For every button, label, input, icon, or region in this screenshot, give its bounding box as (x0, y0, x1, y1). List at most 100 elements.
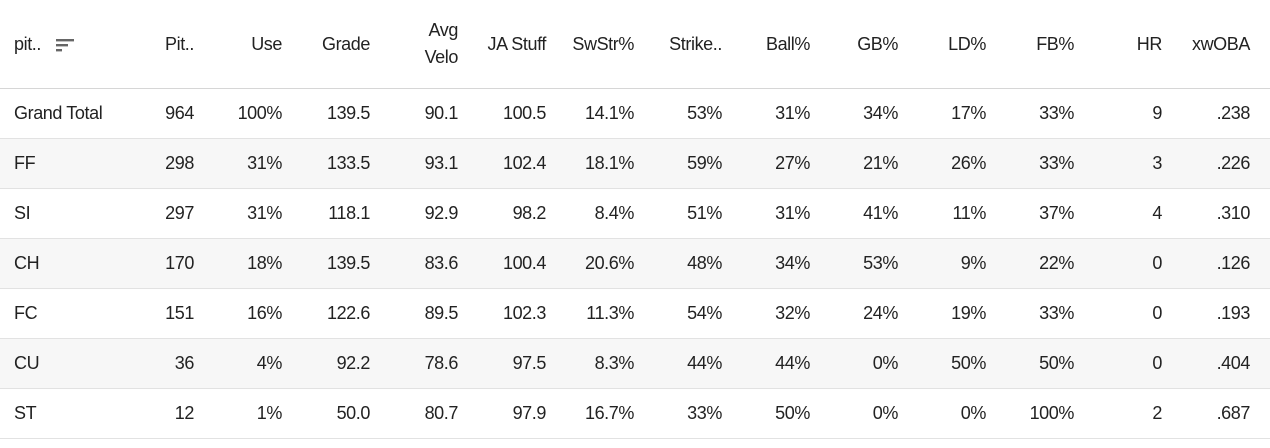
table-cell: 118.1 (290, 188, 378, 239)
table-cell: .687 (1170, 388, 1270, 439)
column-header[interactable]: Grade (290, 0, 378, 89)
column-header[interactable]: Pit.. (140, 0, 202, 89)
table-cell: ST (0, 388, 140, 439)
column-header[interactable]: Use (202, 0, 290, 89)
table-row[interactable]: ST 12 1% 50.0 80.7 97.9 16.7% 33% 50% 0% 0% 100% 2.6… (0, 388, 1270, 439)
table-cell: 11.3% (554, 288, 642, 339)
table-cell: 102.4 (466, 138, 554, 189)
table-cell: .226 (1170, 138, 1270, 189)
table-cell: 16% (202, 288, 290, 339)
column-header[interactable]: JA Stuff (466, 0, 554, 89)
table-cell: 0 (1082, 338, 1170, 389)
table-cell: 297 (140, 188, 202, 239)
sort-icon[interactable] (55, 36, 75, 54)
table-cell: 0 (1082, 238, 1170, 289)
table-cell: Grand Total (0, 88, 140, 139)
table-cell: 122.6 (290, 288, 378, 339)
column-header-text: SwStr% (572, 33, 634, 54)
table-cell: SI (0, 188, 140, 239)
table-cell: 54% (642, 288, 730, 339)
table-cell: 80.7 (378, 388, 466, 439)
table-cell: .193 (1170, 288, 1270, 339)
table-cell: 19% (906, 288, 994, 339)
column-header[interactable]: GB% (818, 0, 906, 89)
table-cell: FC (0, 288, 140, 339)
column-header[interactable]: Avg Velo (378, 0, 466, 89)
table-row[interactable]: CH 170 18% 139.5 83.6 100.4 20.6% 48% 34% 53% 9% 22… (0, 238, 1270, 289)
table-cell: 139.5 (290, 88, 378, 139)
table-cell: 44% (730, 338, 818, 389)
column-header-text: JA Stuff (487, 33, 546, 54)
column-header-text: pit.. (14, 33, 42, 54)
column-header[interactable]: SwStr% (554, 0, 642, 89)
column-header[interactable]: Ball% (730, 0, 818, 89)
table-cell: 24% (818, 288, 906, 339)
table-cell: 98.2 (466, 188, 554, 239)
table-cell: 50% (906, 338, 994, 389)
table-cell: 89.5 (378, 288, 466, 339)
table-cell: 33% (994, 288, 1082, 339)
column-header-text: Avg Velo (424, 20, 459, 67)
column-header[interactable]: LD% (906, 0, 994, 89)
table-cell: 139.5 (290, 238, 378, 289)
table-cell: 37% (994, 188, 1082, 239)
table-row[interactable]: FF 298 31% 133.5 93.1 102.4 18.1% 59% 27% 21% 26% 3… (0, 138, 1270, 189)
table-cell: 170 (140, 238, 202, 289)
column-header[interactable]: HR (1082, 0, 1170, 89)
table-cell: 44% (642, 338, 730, 389)
table-row[interactable]: Grand Total 964 100% 139.5 90.1 100.5 14.1% 53%… (0, 88, 1270, 139)
column-header[interactable]: FB% (994, 0, 1082, 89)
column-header[interactable]: xwOBA (1170, 0, 1270, 89)
table-cell: 14.1% (554, 88, 642, 139)
column-header-text: HR (1136, 33, 1163, 54)
table-cell: 22% (994, 238, 1082, 289)
table-cell: 97.9 (466, 388, 554, 439)
table-cell: 83.6 (378, 238, 466, 289)
table-cell: 32% (730, 288, 818, 339)
table-cell: 9 (1082, 88, 1170, 139)
table-cell: .238 (1170, 88, 1270, 139)
table-cell: 9% (906, 238, 994, 289)
table-cell: 53% (818, 238, 906, 289)
table-cell: 50% (994, 338, 1082, 389)
header-row: pit.. Pit.. Use Grade Avg Velo JA Stuff SwStr%… (0, 0, 1270, 89)
table-cell: 53% (642, 88, 730, 139)
table-cell: 0% (818, 338, 906, 389)
table-cell: 133.5 (290, 138, 378, 189)
table-cell: 92.9 (378, 188, 466, 239)
table-cell: .310 (1170, 188, 1270, 239)
table-row[interactable]: FC 151 16% 122.6 89.5 102.3 11.3% 54% 32% 24% 19% 3… (0, 288, 1270, 339)
table-cell: 0% (906, 388, 994, 439)
column-header[interactable]: pit.. (0, 0, 140, 89)
table-cell: 48% (642, 238, 730, 289)
column-header[interactable]: Strike.. (642, 0, 730, 89)
table-cell: 27% (730, 138, 818, 189)
table-cell: 964 (140, 88, 202, 139)
table-cell: 41% (818, 188, 906, 239)
table-cell: 16.7% (554, 388, 642, 439)
table-row[interactable]: CU 36 4% 92.2 78.6 97.5 8.3% 44% 44% 0% 50% 50% 0.40… (0, 338, 1270, 389)
table-cell: CU (0, 338, 140, 389)
table-cell: 3 (1082, 138, 1170, 189)
table-cell: 17% (906, 88, 994, 139)
column-header-text: Pit.. (164, 33, 194, 54)
table-cell: 2 (1082, 388, 1170, 439)
table-cell: 100% (202, 88, 290, 139)
table-cell: 31% (730, 88, 818, 139)
column-header-text: xwOBA (1191, 33, 1250, 54)
table-cell: 34% (730, 238, 818, 289)
table-cell: 151 (140, 288, 202, 339)
table-cell: 4 (1082, 188, 1170, 239)
column-header-text: Strike.. (669, 33, 722, 54)
table-cell: 92.2 (290, 338, 378, 389)
table-cell: 36 (140, 338, 202, 389)
table-cell: 34% (818, 88, 906, 139)
column-header-text: Grade (321, 33, 370, 54)
table-row[interactable]: SI 297 31% 118.1 92.9 98.2 8.4% 51% 31% 41% 11% 37%… (0, 188, 1270, 239)
column-header-text: Use (251, 33, 282, 54)
table-cell: 50.0 (290, 388, 378, 439)
table-cell: 21% (818, 138, 906, 189)
column-header-text: LD% (948, 33, 986, 54)
table-cell: 4% (202, 338, 290, 389)
